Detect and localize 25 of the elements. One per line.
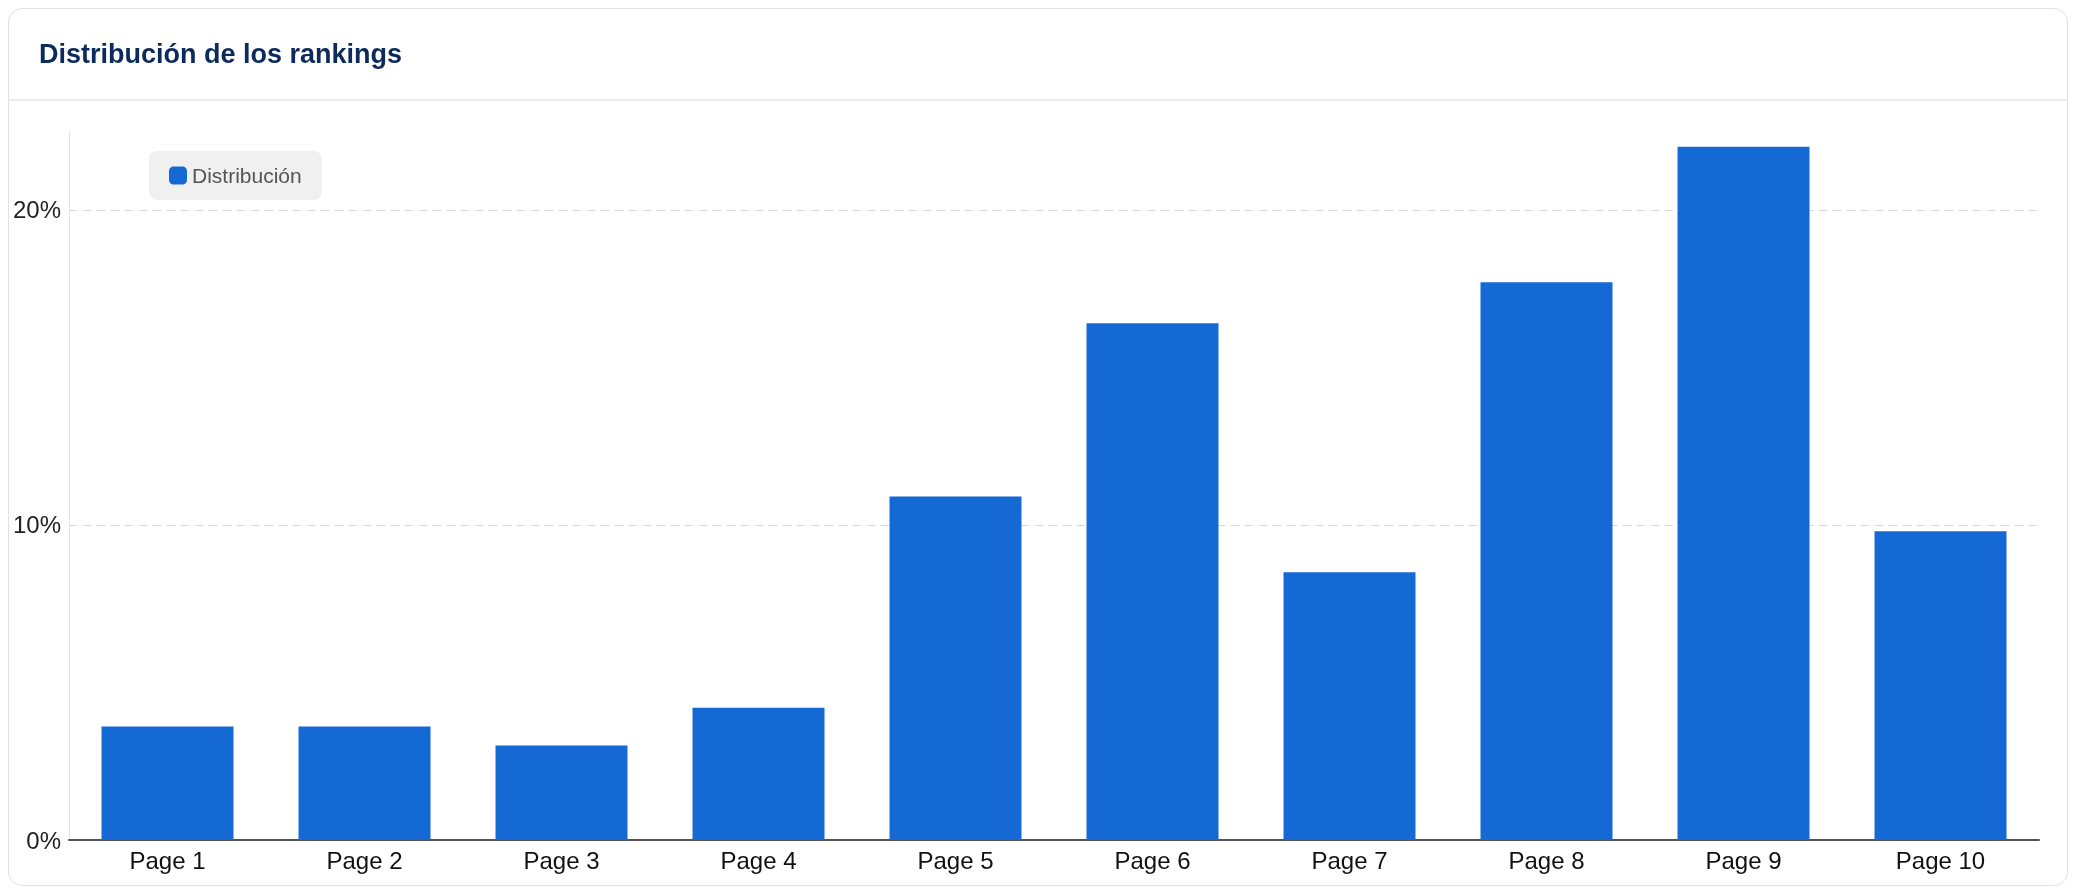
y-tick-label: 10% bbox=[12, 511, 61, 539]
y-tick-label: 0% bbox=[26, 826, 61, 854]
legend-label: Distribución bbox=[192, 164, 302, 187]
x-tick-label: Page 2 bbox=[326, 846, 403, 874]
x-tick-label: Page 3 bbox=[523, 846, 600, 874]
x-tick-label: Page 6 bbox=[1114, 846, 1191, 874]
x-tick-label: Page 9 bbox=[1705, 846, 1782, 874]
chart-title: Distribución de los rankings bbox=[9, 9, 2067, 101]
x-tick-label: Page 1 bbox=[129, 846, 206, 874]
bar bbox=[692, 707, 825, 840]
x-tick-label: Page 7 bbox=[1311, 846, 1388, 874]
bar bbox=[1677, 146, 1810, 840]
bar bbox=[1874, 531, 2007, 840]
x-tick-label: Page 4 bbox=[720, 846, 797, 874]
y-tick-label: 20% bbox=[12, 196, 61, 224]
bar bbox=[1086, 323, 1219, 840]
bar bbox=[889, 496, 1022, 840]
bar bbox=[1283, 572, 1416, 840]
x-tick-label: Page 10 bbox=[1895, 846, 1986, 874]
bar bbox=[298, 726, 431, 840]
bar bbox=[495, 745, 628, 840]
bar bbox=[101, 726, 234, 840]
x-tick-label: Page 5 bbox=[917, 846, 994, 874]
x-tick-label: Page 8 bbox=[1508, 846, 1585, 874]
bar bbox=[1480, 282, 1613, 840]
